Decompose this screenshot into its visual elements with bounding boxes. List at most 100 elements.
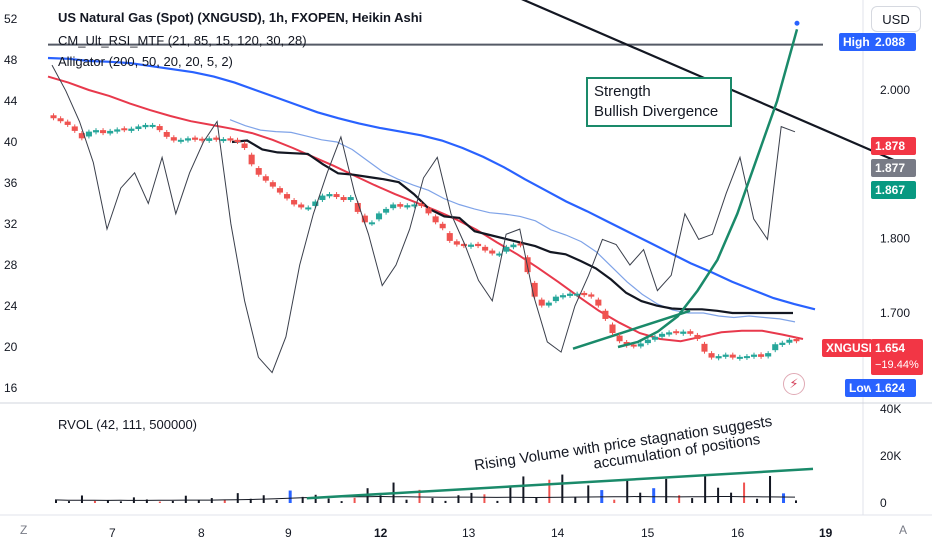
last-price-badge: 1.654 −19.44% (871, 339, 923, 375)
candle (269, 182, 276, 187)
candle (71, 126, 78, 131)
volume-bar (782, 493, 786, 503)
candle (234, 139, 241, 143)
candle (602, 310, 609, 319)
volume-bar (171, 500, 174, 503)
candle (439, 223, 446, 229)
rvol-legend[interactable]: RVOL (42, 111, 500000) (58, 417, 198, 432)
candle (609, 324, 616, 334)
candle (503, 246, 510, 252)
volume-bar (379, 495, 382, 503)
volume-bar (626, 479, 629, 503)
candle (220, 139, 227, 142)
rsi-series-line (51, 64, 796, 374)
candle (156, 126, 163, 131)
volume-bar (249, 498, 252, 503)
candle (559, 295, 567, 298)
volume-bar (223, 499, 226, 503)
candle (531, 282, 538, 297)
volume-bar (457, 495, 460, 503)
candle (100, 130, 107, 134)
indicator-rsi-legend[interactable]: CM_Ult_RSI_MTF (21, 85, 15, 120, 30, 28) (58, 33, 307, 48)
candle (276, 188, 283, 193)
candle (347, 197, 354, 201)
volume-bar (691, 498, 694, 503)
volume-tick-label: 20K (880, 449, 901, 463)
volume-bar (236, 493, 239, 503)
axis-ticks: 2.0001.9001.8001.70052484440363228242016… (4, 12, 910, 540)
candle (446, 233, 453, 241)
price-badge-gray: 1.877 (871, 159, 916, 177)
volume-bar (587, 485, 590, 503)
x-tick-label: 14 (551, 526, 565, 540)
candle (354, 202, 361, 212)
rsi-tick-label: 24 (4, 299, 18, 313)
rsi-tick-label: 28 (4, 258, 18, 272)
candle (765, 353, 772, 357)
x-tick-label: 9 (285, 526, 292, 540)
x-tick-label: 7 (109, 526, 116, 540)
volume-bar (756, 498, 759, 503)
price-badge-red: 1.878 (871, 137, 916, 155)
rvol-average-line (54, 495, 796, 501)
x-tick-label: 15 (641, 526, 655, 540)
volume-trendline (306, 467, 814, 500)
candle (786, 339, 793, 343)
candle (666, 332, 673, 335)
candle (595, 299, 602, 306)
corner-right-label[interactable]: A (899, 523, 908, 537)
candle (630, 344, 637, 347)
candle (64, 121, 71, 125)
candle (78, 133, 85, 139)
volume-bar (405, 499, 408, 503)
candle (453, 241, 460, 245)
indicator-alligator-legend[interactable]: Alligator (200, 50, 20, 20, 5, 2) (58, 54, 233, 69)
volume-bar (431, 498, 434, 503)
candle (107, 130, 114, 134)
candle (368, 222, 375, 225)
volume-bar (418, 489, 421, 503)
symbol-badge: XNGUSD (822, 339, 877, 357)
candle (574, 293, 581, 296)
volume-bar (301, 496, 304, 503)
alert-flash-icon[interactable]: ⚡ (783, 373, 805, 395)
volume-bar (743, 482, 746, 503)
candle (361, 215, 368, 223)
rsi-tick-label: 40 (4, 135, 18, 149)
candle (489, 250, 496, 254)
price-badge-green: 1.867 (871, 181, 916, 199)
candle (142, 124, 149, 128)
volume-bar (67, 501, 70, 503)
rsi-line (51, 20, 800, 374)
x-tick-label: 8 (198, 526, 205, 540)
candle (199, 138, 206, 141)
volume-bar (548, 479, 551, 503)
volume-bar (158, 501, 161, 503)
rsi-tick-label: 52 (4, 12, 18, 26)
candle (50, 115, 57, 119)
candle (616, 335, 623, 342)
candle (432, 216, 439, 223)
candle (305, 207, 312, 210)
volume-bar (106, 500, 109, 503)
volume-bar (145, 499, 148, 503)
volume-bar (522, 476, 525, 503)
price-trendline (572, 309, 691, 350)
candle (644, 339, 651, 344)
volume-bar (509, 487, 512, 503)
rsi-tick-label: 32 (4, 217, 18, 231)
candle (248, 154, 255, 165)
candle (418, 203, 425, 206)
candle (750, 354, 758, 357)
candle (779, 342, 786, 345)
volume-bar (444, 500, 447, 503)
candle (57, 118, 64, 122)
x-tick-label: 19 (819, 526, 833, 540)
corner-left-label[interactable]: Z (20, 523, 28, 537)
volume-bar (574, 496, 577, 503)
last-price: 1.654 (875, 341, 906, 355)
volume-bar (652, 488, 656, 503)
candle (121, 128, 128, 131)
currency-button[interactable]: USD (871, 6, 921, 32)
